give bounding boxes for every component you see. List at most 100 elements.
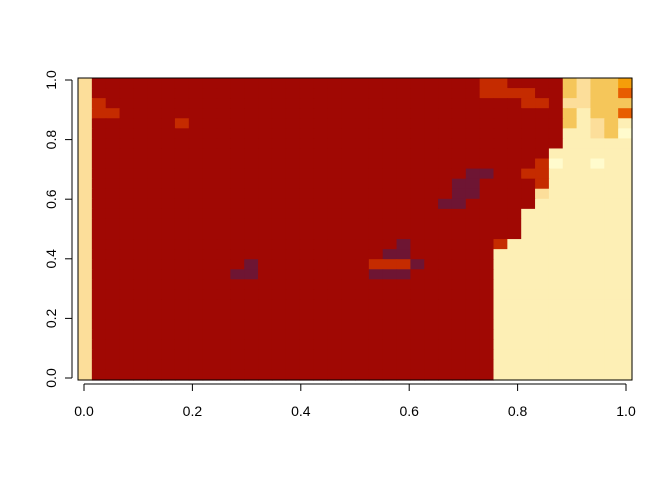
heatmap-cell [493,88,508,99]
heatmap-cell [576,229,592,240]
heatmap-cell [313,168,328,180]
heatmap-cell [202,279,218,290]
heatmap-cell [451,108,467,119]
heatmap-cell [174,329,190,341]
heatmap-cell [271,158,287,170]
heatmap-cell [507,108,522,119]
heatmap-cell [327,309,342,321]
heatmap-cell [507,158,522,170]
heatmap-cell [562,138,578,150]
heatmap-cell [188,88,204,99]
heatmap-cell [174,98,190,109]
heatmap-cell [548,158,564,170]
heatmap-cell [327,168,342,180]
heatmap-cell [535,309,550,321]
heatmap-cell [465,188,481,200]
heatmap-cell [493,259,508,270]
heatmap-cell [465,319,481,331]
heatmap-cell [313,369,328,381]
heatmap-cell [188,369,204,381]
heatmap-cell [341,289,356,301]
heatmap-cell [147,138,162,150]
heatmap-cell [91,148,107,160]
heatmap-cell [147,239,162,250]
heatmap-cell [424,369,439,381]
heatmap-cell [271,188,287,200]
heatmap-cell [410,309,425,321]
heatmap-cell [216,309,231,321]
heatmap-cell [161,269,176,280]
heatmap-cell [479,218,495,230]
heatmap-cell [521,208,536,220]
heatmap-cell [133,229,148,240]
heatmap-cell [161,168,176,180]
heatmap-cell [424,359,439,371]
heatmap-cell [382,289,398,301]
heatmap-cell [216,138,231,150]
heatmap-cell [244,98,259,109]
heatmap-cell [147,198,162,210]
heatmap-cell [244,369,259,381]
heatmap-cell [327,108,342,119]
heatmap-cell [507,259,522,270]
heatmap-cell [438,188,453,200]
heatmap-cell [438,289,453,301]
heatmap-cell [424,289,439,301]
heatmap-cell [202,218,218,230]
heatmap-cell [133,98,148,109]
heatmap-cell [147,299,162,311]
heatmap-cell [174,88,190,99]
heatmap-cell [493,329,508,341]
heatmap-cell [355,309,370,321]
heatmap-cell [91,319,107,331]
heatmap-cell [576,309,592,321]
heatmap-cell [105,78,121,89]
heatmap-cell [493,249,508,260]
heatmap-cell [590,359,605,371]
heatmap-cell [465,88,481,99]
heatmap-cell [562,88,578,99]
heatmap-cell [576,98,592,109]
heatmap-cell [576,178,592,190]
heatmap-cell [271,198,287,210]
heatmap-cell [368,269,384,280]
heatmap-cell [105,369,121,381]
heatmap-cell [161,289,176,301]
heatmap-cell [590,269,605,280]
heatmap-cell [161,339,176,351]
heatmap-cell [493,239,508,250]
heatmap-cell [493,148,508,160]
heatmap-cell [271,289,287,301]
heatmap-cell [258,138,273,150]
heatmap-cell [521,299,536,311]
heatmap-cell [91,218,107,230]
heatmap-cell [548,309,564,321]
heatmap-cell [576,148,592,160]
heatmap-cell [271,259,287,270]
heatmap-cell [133,178,148,190]
heatmap-cell [479,148,495,160]
heatmap-cell [548,269,564,280]
heatmap-cell [161,158,176,170]
heatmap-cell [216,249,231,260]
heatmap-cell [188,279,204,290]
heatmap-cell [576,299,592,311]
heatmap-cell [590,349,605,361]
heatmap-cell [355,359,370,371]
heatmap-cell [105,239,121,250]
heatmap-cell [216,279,231,290]
heatmap-cell [438,259,453,270]
heatmap-cell [244,249,259,260]
heatmap-cell [174,218,190,230]
heatmap-cell [299,118,315,129]
heatmap-cell [78,299,93,311]
heatmap-cell [604,249,619,260]
heatmap-cell [285,349,301,361]
heatmap-cell [174,108,190,119]
heatmap-cell [216,289,231,301]
heatmap-cell [119,239,134,250]
heatmap-cell [161,249,176,260]
heatmap-cell [327,249,342,260]
heatmap-cell [285,148,301,160]
heatmap-cell [91,108,107,119]
